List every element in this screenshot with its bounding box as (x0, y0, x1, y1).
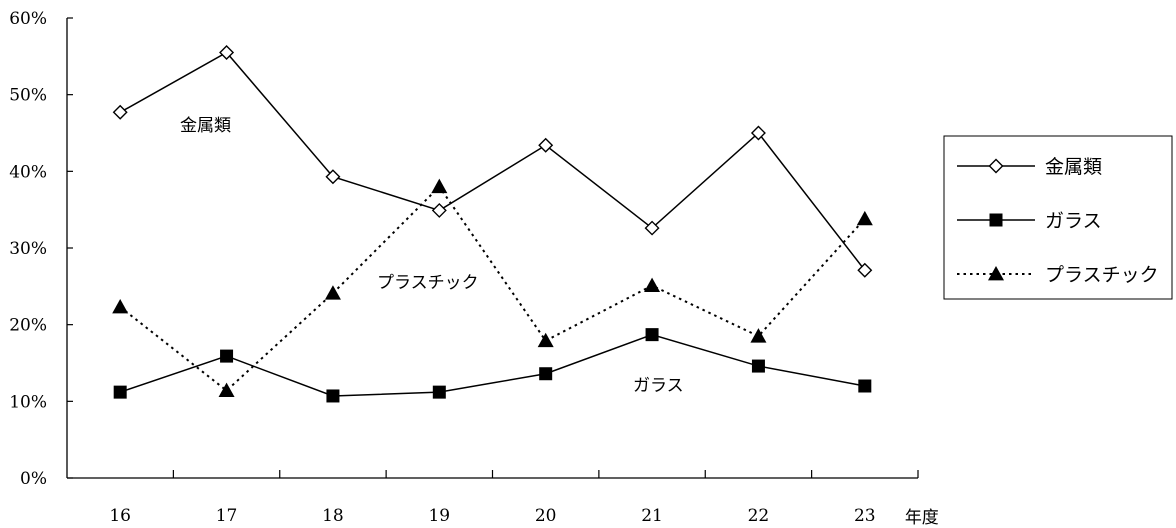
data-point (324, 285, 341, 300)
legend-label: 金属類 (1045, 156, 1102, 178)
series-3 (112, 178, 873, 397)
data-point (644, 277, 661, 292)
x-tick-label: 18 (322, 506, 344, 526)
legend-item: プラスチック (957, 264, 1159, 286)
data-point (431, 178, 448, 194)
series-annotation: ガラス (633, 376, 684, 396)
legend-label: プラスチック (1045, 264, 1159, 286)
series-annotation: 金属類 (180, 116, 231, 136)
y-tick-label: 20% (9, 316, 47, 336)
data-point (857, 262, 873, 278)
series-annotation: プラスチック (377, 273, 479, 293)
series-line (119, 51, 866, 271)
legend-label: ガラス (1045, 210, 1102, 232)
axes: 0% 10% 20% 30% 40% 50% 60% 16 17 18 19 20 21 22 23 年度 (9, 9, 939, 528)
x-axis-label: 年度 (905, 508, 939, 528)
data-point (325, 169, 341, 185)
y-tick-label: 0% (20, 469, 47, 489)
series-2 (113, 328, 872, 403)
x-tick-label: 22 (748, 506, 770, 526)
legend-item: 金属類 (957, 156, 1102, 178)
data-point (750, 328, 767, 343)
data-point (326, 389, 340, 403)
data-point (645, 328, 659, 342)
data-point (858, 379, 872, 393)
data-point (218, 382, 235, 397)
x-tick-label: 19 (428, 506, 450, 526)
y-tick-label: 30% (9, 239, 47, 259)
data-point (750, 125, 766, 141)
y-tick-label: 40% (9, 162, 47, 182)
data-point (751, 359, 765, 373)
data-point (112, 299, 129, 314)
data-point (539, 367, 553, 381)
series-line (119, 333, 865, 397)
x-tick-label: 21 (641, 506, 663, 526)
data-point (220, 349, 234, 363)
legend-marker (989, 213, 1003, 227)
legend-marker (988, 158, 1004, 174)
legend-box (943, 135, 1173, 300)
y-tick-label: 10% (9, 392, 47, 412)
series-layer (112, 45, 873, 403)
data-point (538, 137, 554, 153)
series-1 (112, 45, 873, 278)
data-point (113, 385, 127, 399)
y-tick-label: 60% (9, 9, 47, 29)
legend-item: ガラス (957, 210, 1102, 232)
x-tick-label: 16 (109, 506, 131, 526)
legend-marker (988, 266, 1004, 281)
data-point (856, 210, 873, 226)
data-point (431, 202, 447, 218)
data-point (112, 104, 128, 120)
data-point (219, 45, 235, 60)
x-tick-label: 17 (216, 506, 238, 526)
y-tick-label: 50% (9, 86, 47, 106)
x-tick-label: 20 (535, 506, 557, 526)
x-tick-label: 23 (854, 506, 876, 526)
data-point (537, 332, 554, 348)
data-point (432, 385, 446, 399)
data-point (644, 220, 660, 236)
